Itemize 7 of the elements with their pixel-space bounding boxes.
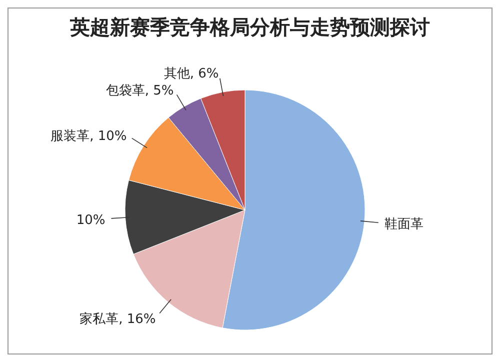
slice-label: 鞋面革 (384, 217, 424, 232)
slice-label: 其他, 6% (164, 66, 219, 82)
chart-title: 英超新赛季竞争格局分析与走势预测探讨 (69, 15, 430, 39)
slice-label: 家私革, 16% (80, 310, 156, 327)
slice-label: 服装革, 10% (50, 128, 127, 144)
slice-label: 包袋革, 5% (106, 83, 174, 98)
data-label: 10% (76, 212, 106, 228)
